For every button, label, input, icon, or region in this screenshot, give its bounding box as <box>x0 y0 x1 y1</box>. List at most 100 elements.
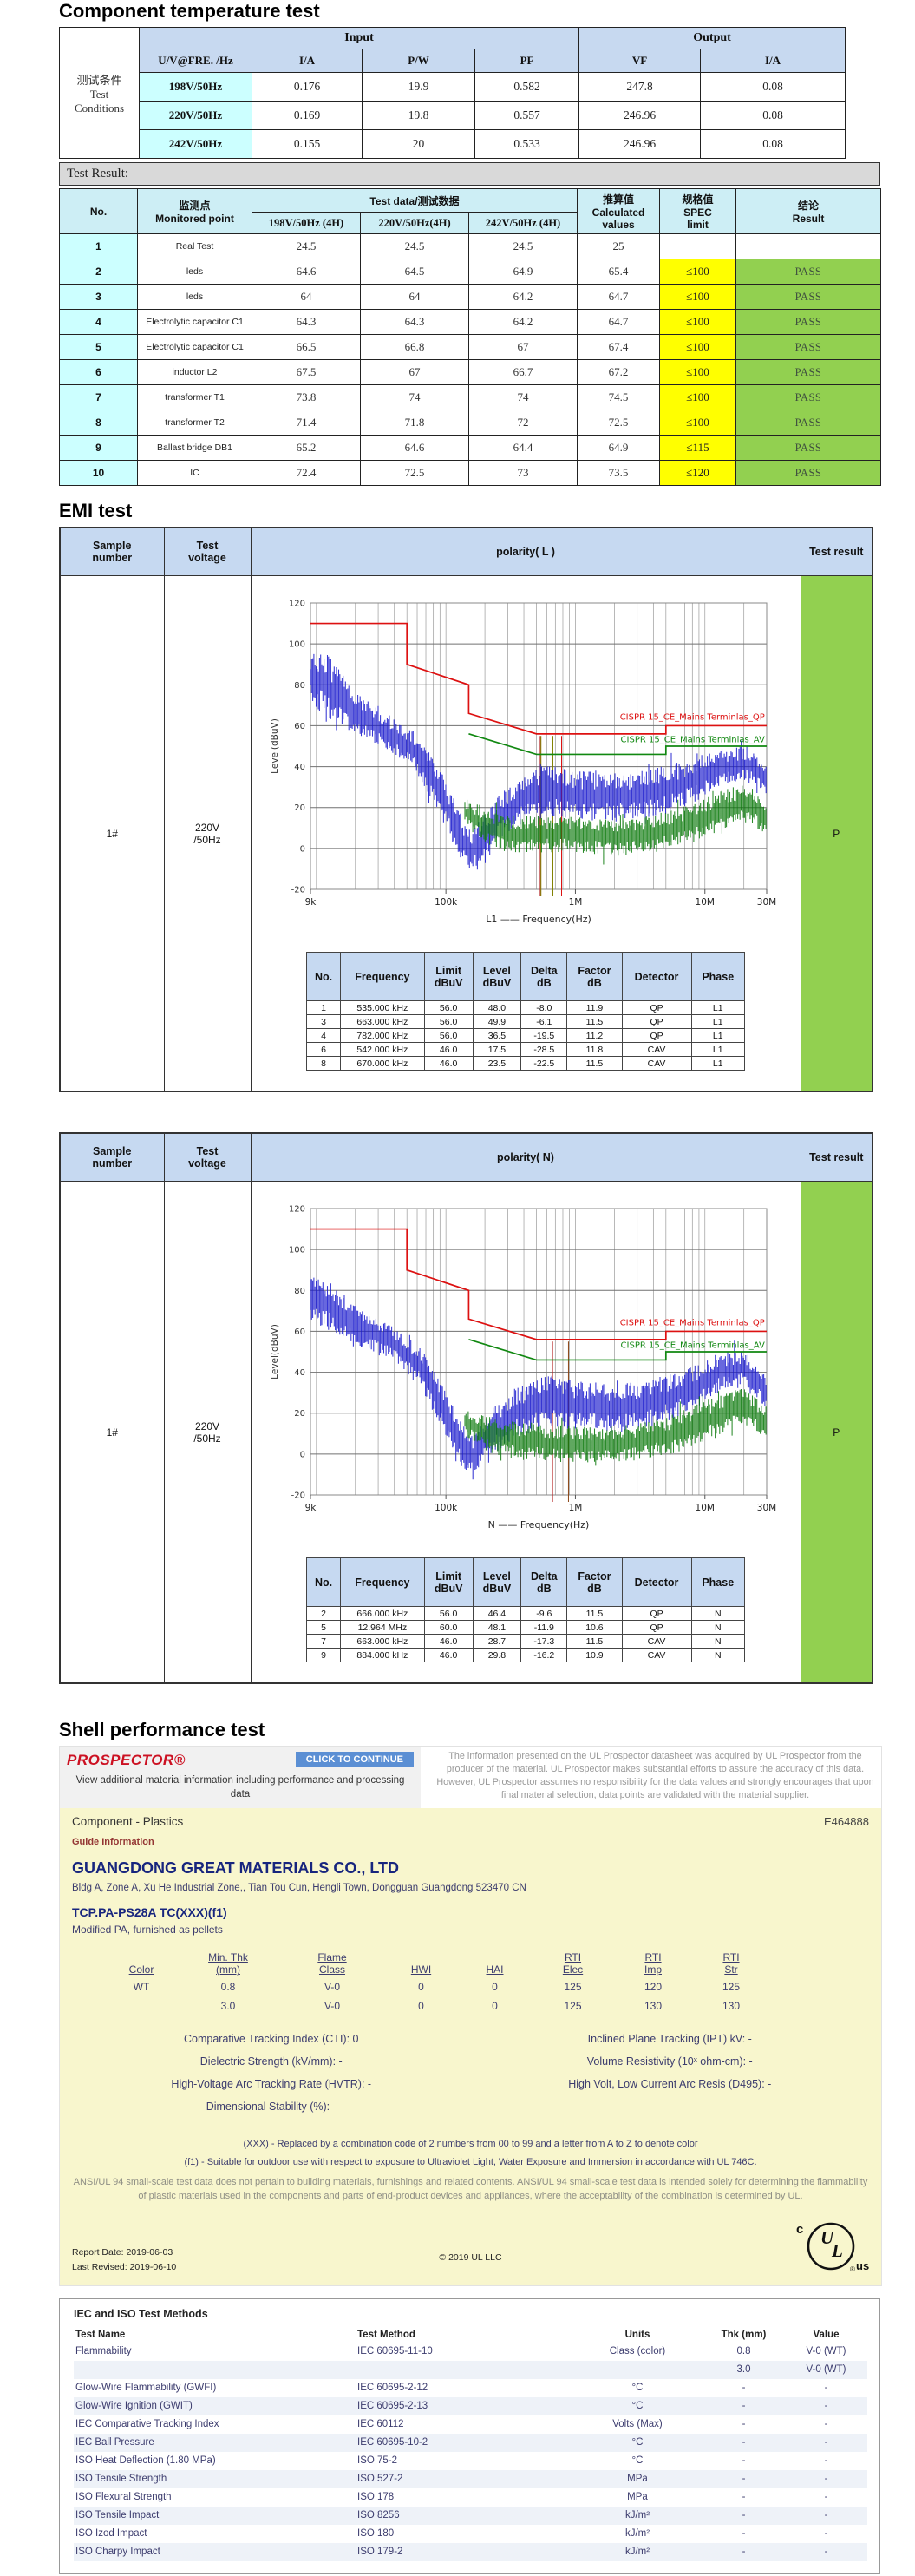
test-conditions-label: 测试条件 Test Conditions <box>59 27 140 159</box>
list-item: Inclined Plane Tracking (IPT) kV: - <box>587 2033 752 2046</box>
conditions-column-header-row: U/V@FRE. /Hz I/A P/W PF VF I/A <box>60 49 846 73</box>
table-row: 5 12.964 MHz 60.0 48.1 -11.9 10.6 QP N <box>305 1620 746 1635</box>
cell: 28.7 <box>472 1634 522 1649</box>
cell: kJ/m² <box>624 2547 650 2558</box>
cell: 29.8 <box>472 1648 522 1662</box>
cell: - <box>742 2510 746 2521</box>
cell: IEC Ball Pressure <box>75 2437 154 2448</box>
cell: 5 <box>59 334 138 360</box>
cell: QP <box>621 1028 692 1043</box>
input-group-header: Input <box>138 27 580 49</box>
emi-body-row-n: 1# 220V /50Hz -20 0 20 40 60 80 100 120 9k 100k 1M… <box>59 1181 873 1684</box>
column-header-242v: 242V/50Hz (4H) <box>468 212 578 234</box>
cell: 0.169 <box>252 101 363 130</box>
emi-header-row-l: Sample number Test voltage polarity( L )… <box>59 527 873 576</box>
emi-body-row-l: 1# 220V /50Hz -20 0 20 40 60 80 100 120 9k 100k 1M… <box>59 575 873 1092</box>
cell: 19.8 <box>362 101 475 130</box>
svg-text:120: 120 <box>289 1205 305 1215</box>
cell: 3.0 <box>736 2364 751 2376</box>
cell: 12.964 MHz <box>340 1620 425 1635</box>
cell: 64.2 <box>468 309 578 335</box>
ratings-header-row: Color Min. Thk (mm) Flame Class HWI HAI RTI E… <box>107 1950 770 1977</box>
cell: 130 <box>644 2000 663 2013</box>
cell: 74 <box>360 384 469 410</box>
cell: ISO 180 <box>357 2528 395 2540</box>
prospector-disclaimer: The information presented on the UL Pros… <box>436 1751 874 1801</box>
cell: kJ/m² <box>624 2528 650 2540</box>
click-to-continue-button[interactable]: CLICK TO CONTINUE <box>295 1752 414 1767</box>
cell: IEC Comparative Tracking Index <box>75 2419 219 2430</box>
cell: N <box>690 1606 746 1621</box>
column-header: Flame Class <box>317 1951 347 1976</box>
column-header-monitored-point: 监测点 Monitored point <box>137 188 252 234</box>
table-row: 242V/50Hz 0.155 20 0.533 246.96 0.08 <box>60 129 846 159</box>
test-result-bar: Test Result: <box>59 162 880 186</box>
cell: 884.000 kHz <box>340 1648 425 1662</box>
table-row: ISO Izod Impact ISO 180 kJ/m² - - <box>74 2525 867 2543</box>
cell: 6 <box>305 1042 342 1057</box>
cell: 0.08 <box>700 72 846 102</box>
cell: - <box>824 2383 828 2394</box>
cell: 4 <box>59 309 138 335</box>
cell: 782.000 kHz <box>340 1028 425 1043</box>
test-result-value: P <box>800 1181 873 1684</box>
cell: °C <box>631 2437 644 2448</box>
cell: -6.1 <box>520 1014 568 1029</box>
cell: 0.155 <box>252 129 363 159</box>
cell: 10 <box>59 460 138 486</box>
svg-text:CISPR 15_CE_Mains Terminlas_QP: CISPR 15_CE_Mains Terminlas_QP <box>620 1318 765 1327</box>
column-header: Detector <box>621 1557 692 1607</box>
cell: 247.8 <box>578 72 702 102</box>
column-header: Factor dB <box>566 1557 623 1607</box>
column-header-test-voltage: Test voltage <box>163 527 252 576</box>
svg-text:1M: 1M <box>569 897 583 908</box>
svg-text:1M: 1M <box>569 1503 583 1513</box>
cell: 11.2 <box>566 1028 623 1043</box>
cell: L1 <box>690 1000 746 1015</box>
cell: PASS <box>735 334 881 360</box>
table-row: 1 Real Test 24.5 24.5 24.5 25 <box>59 233 881 259</box>
table-row: 9 884.000 kHz 46.0 29.8 -16.2 10.9 CAV N <box>305 1648 746 1662</box>
table-row: IEC Comparative Tracking Index IEC 60112 V… <box>74 2415 867 2434</box>
cell: °C <box>631 2455 644 2467</box>
guide-information-link[interactable]: Guide Information <box>72 1837 154 1848</box>
table-row: Flammability IEC 60695-11-10 Class (color)… <box>74 2343 867 2361</box>
cell: ISO 179-2 <box>357 2547 403 2558</box>
cell <box>74 2361 356 2379</box>
svg-text:20: 20 <box>294 803 305 813</box>
result-table-header-row-2: 198V/50Hz (4H) 220V/50Hz(4H) 242V/50Hz (… <box>60 212 881 234</box>
cell: 11.5 <box>566 1014 623 1029</box>
cell: PASS <box>735 435 881 461</box>
column-header-220v: 220V/50Hz(4H) <box>360 212 469 234</box>
column-header-sample-number: Sample number <box>59 1132 165 1182</box>
cell: 0.08 <box>700 129 846 159</box>
cell: 0.533 <box>474 129 580 159</box>
column-header-vf: VF <box>578 49 702 73</box>
cell: 64.7 <box>577 284 660 310</box>
test-voltage-value: 220V /50Hz <box>163 1181 252 1684</box>
test-conditions-table: 测试条件 Test Conditions Input Output U/V@FR… <box>59 27 846 159</box>
cell: ≤115 <box>659 435 736 461</box>
cell: 19.9 <box>362 72 475 102</box>
cell: - <box>824 2437 828 2448</box>
svg-text:CISPR 15_CE_Mains Terminlas_QP: CISPR 15_CE_Mains Terminlas_QP <box>620 712 765 722</box>
table-row: ISO Tensile Strength ISO 527-2 MPa - - <box>74 2469 867 2488</box>
column-header: No. <box>305 952 342 1001</box>
column-header: Limit dBuV <box>423 952 474 1001</box>
cell: 8 <box>305 1056 342 1071</box>
prospector-top-strip: PROSPECTOR® CLICK TO CONTINUE View addit… <box>60 1747 881 1809</box>
cell: - <box>824 2419 828 2430</box>
cell: V-0 <box>324 1981 340 1994</box>
cell: 48.1 <box>472 1620 522 1635</box>
column-header: Factor dB <box>566 952 623 1001</box>
cell: 11.5 <box>566 1606 623 1621</box>
column-header: HWI <box>410 1963 432 1976</box>
cell: 4 <box>305 1028 342 1043</box>
cell: ≤100 <box>659 259 736 285</box>
cell: 120 <box>644 1981 663 1994</box>
column-header-result: 结论 Result <box>735 188 881 234</box>
cell: Electrolytic capacitor C1 <box>137 309 252 335</box>
cell: 65.2 <box>252 435 361 461</box>
table-row: ISO Heat Deflection (1.80 MPa) ISO 75-2 °C… <box>74 2452 867 2470</box>
cell: 1 <box>59 233 138 259</box>
